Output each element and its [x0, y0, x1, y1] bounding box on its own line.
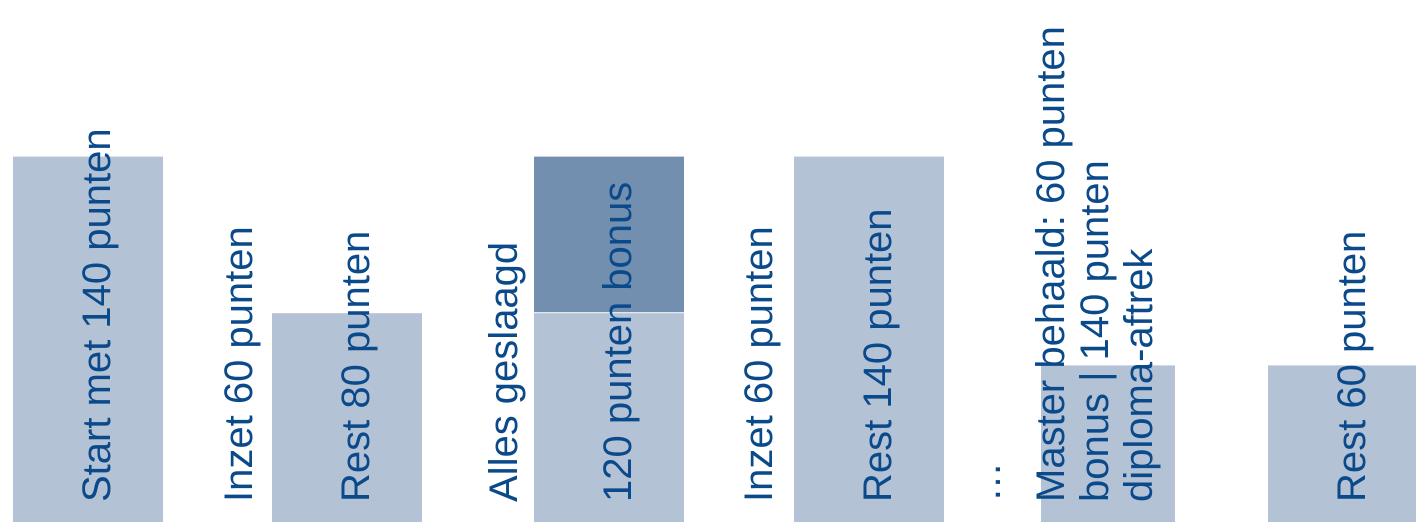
bar-10	[1268, 365, 1416, 522]
bar-label-1: Start met 140 punten	[75, 128, 119, 502]
bar-3	[272, 313, 422, 522]
bar-label-2: Inzet 60 punten	[217, 226, 261, 502]
bar-label-10: Rest 60 punten	[1330, 231, 1374, 502]
bonus-bar-5	[534, 156, 684, 313]
bars-layer	[13, 156, 1416, 522]
bar-label-8: …	[965, 462, 1009, 502]
bar-label-6: Inzet 60 punten	[737, 226, 781, 502]
bar-label-4: Alles geslaagd	[482, 242, 526, 502]
bar-7	[794, 156, 944, 522]
bar-label-7: Rest 140 punten	[856, 208, 900, 502]
labels-layer: Start met 140 punten Inzet 60 punten Rest …	[75, 26, 1374, 502]
bar-9	[1041, 365, 1175, 522]
bar-label-9: Master behaald: 60 puntenbonus | 140 pun…	[1029, 26, 1161, 502]
bar-label-3: Rest 80 punten	[334, 231, 378, 502]
bar-1	[13, 156, 163, 522]
bar-label-5: 120 punten bonus	[596, 182, 640, 502]
bar-5	[534, 313, 684, 522]
